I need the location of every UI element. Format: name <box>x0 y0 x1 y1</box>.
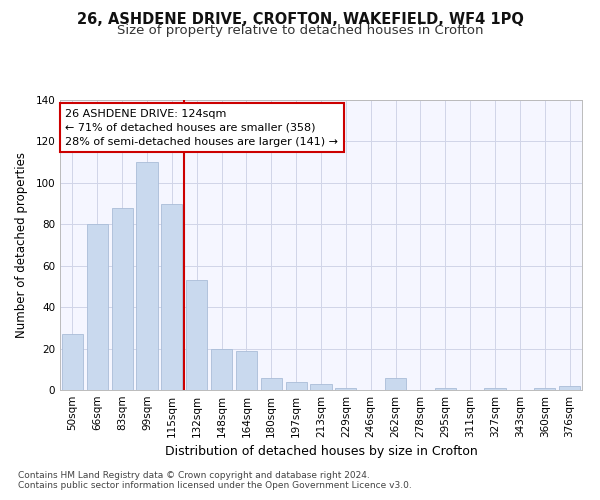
Bar <box>310 384 332 390</box>
Bar <box>385 378 406 390</box>
Bar <box>161 204 182 390</box>
X-axis label: Distribution of detached houses by size in Crofton: Distribution of detached houses by size … <box>164 446 478 458</box>
Text: 26 ASHDENE DRIVE: 124sqm
← 71% of detached houses are smaller (358)
28% of semi-: 26 ASHDENE DRIVE: 124sqm ← 71% of detach… <box>65 108 338 146</box>
Bar <box>112 208 133 390</box>
Bar <box>435 388 456 390</box>
Bar <box>559 386 580 390</box>
Bar <box>236 350 257 390</box>
Bar <box>534 388 555 390</box>
Y-axis label: Number of detached properties: Number of detached properties <box>16 152 28 338</box>
Text: Contains HM Land Registry data © Crown copyright and database right 2024.: Contains HM Land Registry data © Crown c… <box>18 471 370 480</box>
Bar <box>261 378 282 390</box>
Bar <box>484 388 506 390</box>
Text: 26, ASHDENE DRIVE, CROFTON, WAKEFIELD, WF4 1PQ: 26, ASHDENE DRIVE, CROFTON, WAKEFIELD, W… <box>77 12 523 28</box>
Bar <box>136 162 158 390</box>
Bar <box>62 334 83 390</box>
Bar <box>87 224 108 390</box>
Text: Contains public sector information licensed under the Open Government Licence v3: Contains public sector information licen… <box>18 481 412 490</box>
Bar <box>186 280 207 390</box>
Bar <box>286 382 307 390</box>
Bar <box>211 348 232 390</box>
Bar <box>335 388 356 390</box>
Text: Size of property relative to detached houses in Crofton: Size of property relative to detached ho… <box>117 24 483 37</box>
